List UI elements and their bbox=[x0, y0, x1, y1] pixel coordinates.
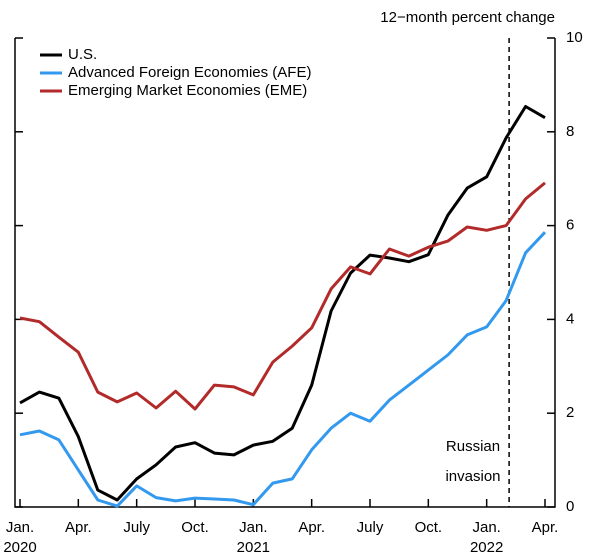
y-axis-label: 12−month percent change bbox=[380, 9, 555, 26]
x-tick-label: July bbox=[357, 519, 384, 536]
x-tick-label: Oct. bbox=[415, 519, 443, 536]
x-tick-label: Oct. bbox=[181, 519, 209, 536]
y-tick-label: 0 bbox=[566, 498, 574, 515]
series-line bbox=[19, 181, 546, 411]
y-tick-label: 2 bbox=[566, 404, 574, 421]
x-tick-label: Apr. bbox=[298, 519, 325, 536]
x-tick-label-line: 2020 bbox=[3, 539, 36, 556]
y-tick-label: 4 bbox=[566, 310, 574, 327]
plot-frame bbox=[14, 38, 556, 508]
x-tick-label: Jan. 2022 bbox=[470, 519, 503, 556]
x-tick-label-line: Jan. bbox=[472, 519, 500, 536]
x-tick-label: Jan. 2021 bbox=[237, 519, 270, 556]
x-tick-label: Apr. bbox=[65, 519, 92, 536]
annotation: invasion bbox=[445, 468, 500, 485]
x-tick-label: Apr. bbox=[532, 519, 559, 536]
x-tick-label: July bbox=[123, 519, 150, 536]
y-tick-label: 10 bbox=[566, 29, 583, 46]
series-line bbox=[19, 231, 547, 508]
x-tick-label: Jan. 2020 bbox=[3, 519, 36, 556]
legend-label: U.S. bbox=[68, 46, 97, 63]
series-line bbox=[19, 105, 546, 502]
y-tick-label: 6 bbox=[566, 217, 574, 234]
x-tick-label-line: Jan. bbox=[6, 519, 34, 536]
x-tick-label-line: 2021 bbox=[237, 539, 270, 556]
y-tick-label: 8 bbox=[566, 123, 574, 140]
annotation: Russian bbox=[446, 438, 500, 455]
x-tick-label-line: Jan. bbox=[239, 519, 267, 536]
x-tick-label-line: 2022 bbox=[470, 539, 503, 556]
legend-label: Advanced Foreign Economies (AFE) bbox=[68, 64, 311, 81]
legend-label: Emerging Market Economies (EME) bbox=[68, 82, 307, 99]
